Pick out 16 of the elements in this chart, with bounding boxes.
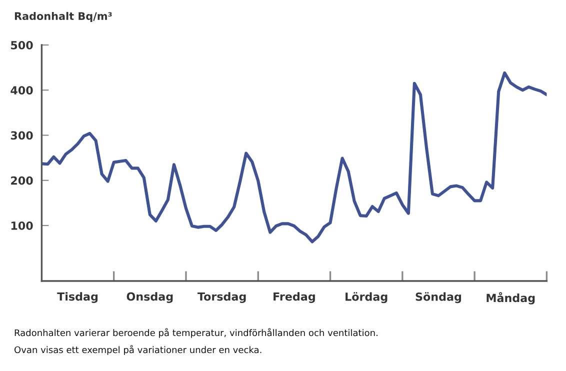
x-tick-label: Tisdag: [57, 292, 98, 303]
x-tick-label: Onsdag: [126, 292, 173, 303]
y-tick-label: 300: [10, 131, 33, 140]
y-tick-label: 400: [10, 86, 33, 95]
line-series: [42, 71, 547, 244]
x-tick-label: Måndag: [486, 292, 535, 304]
y-tick-label: 500: [11, 40, 33, 50]
x-tick-label: Lördag: [346, 292, 388, 304]
text: Ovan visas ett exempel på variationer under en vecka.: [14, 345, 262, 355]
y-axis-title: Radonhalt Bq/m³: [14, 12, 112, 22]
y-tick-label: 100: [11, 221, 33, 230]
x-tick-label: Torsdag: [197, 292, 246, 303]
x-tick-label: Söndag: [416, 292, 462, 304]
text: Radonhalten varierar beroende på temperatur, vindförhållanden och ventilation.: [14, 328, 378, 338]
y-tick-label: 200: [11, 176, 33, 185]
x-tick-label: Fredag: [274, 292, 315, 303]
